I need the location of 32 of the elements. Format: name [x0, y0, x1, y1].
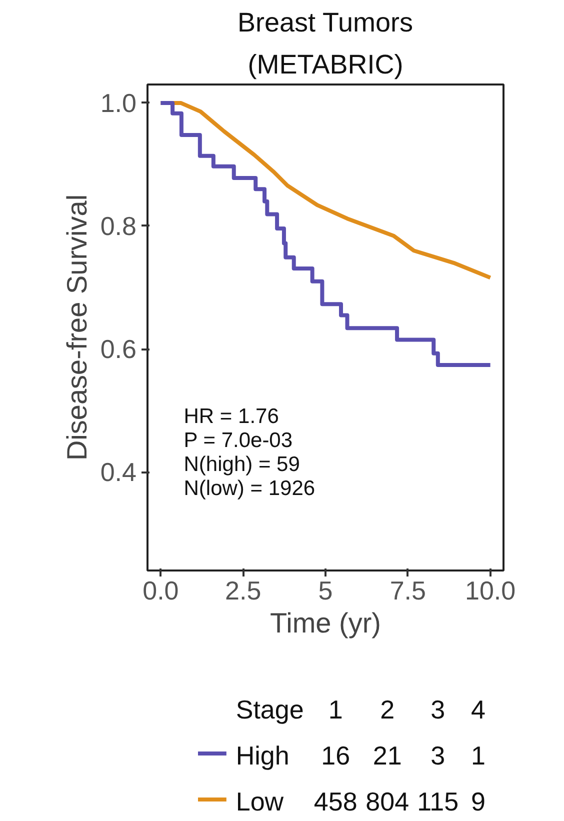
text: Stage [236, 694, 304, 724]
x-tick-label: 0.0 [142, 576, 179, 606]
legend-label: Low [236, 786, 284, 816]
text: 115 [417, 786, 459, 816]
x-tick-label: 10.0 [465, 576, 516, 606]
y-tick-label: 0.4 [100, 457, 137, 488]
text: 16 [321, 740, 350, 770]
text: 1 [471, 740, 486, 770]
y-tick-label: 1.0 [100, 88, 137, 118]
x-tick-label: 2.5 [225, 576, 262, 606]
y-tick-label: 0.6 [100, 334, 137, 364]
annotation: N(low) = 1926 [184, 477, 316, 500]
text: 9 [471, 786, 486, 816]
annotation: N(high) = 59 [184, 453, 300, 476]
text: 2 [380, 694, 395, 724]
annotation: HR = 1.76 [184, 405, 279, 428]
y-axis-title: Disease-free Survival [61, 194, 92, 461]
x-axis-title: Time (yr) [270, 608, 381, 638]
text: 3 [430, 694, 446, 724]
legend-label: High [236, 740, 290, 770]
chart-subtitle: (METABRIC) [248, 50, 404, 80]
text: 3 [430, 740, 446, 770]
text: 804 [366, 786, 410, 816]
text: 4 [471, 694, 486, 724]
annotation: P = 7.0e-03 [184, 429, 293, 452]
text: 458 [314, 786, 358, 816]
text: 1 [328, 694, 343, 724]
x-tick-label: 5 [318, 576, 333, 606]
text: 21 [372, 740, 402, 770]
chart-title: Breast Tumors [237, 8, 414, 38]
x-tick-label: 7.5 [390, 576, 426, 606]
y-tick-label: 0.8 [100, 210, 137, 241]
